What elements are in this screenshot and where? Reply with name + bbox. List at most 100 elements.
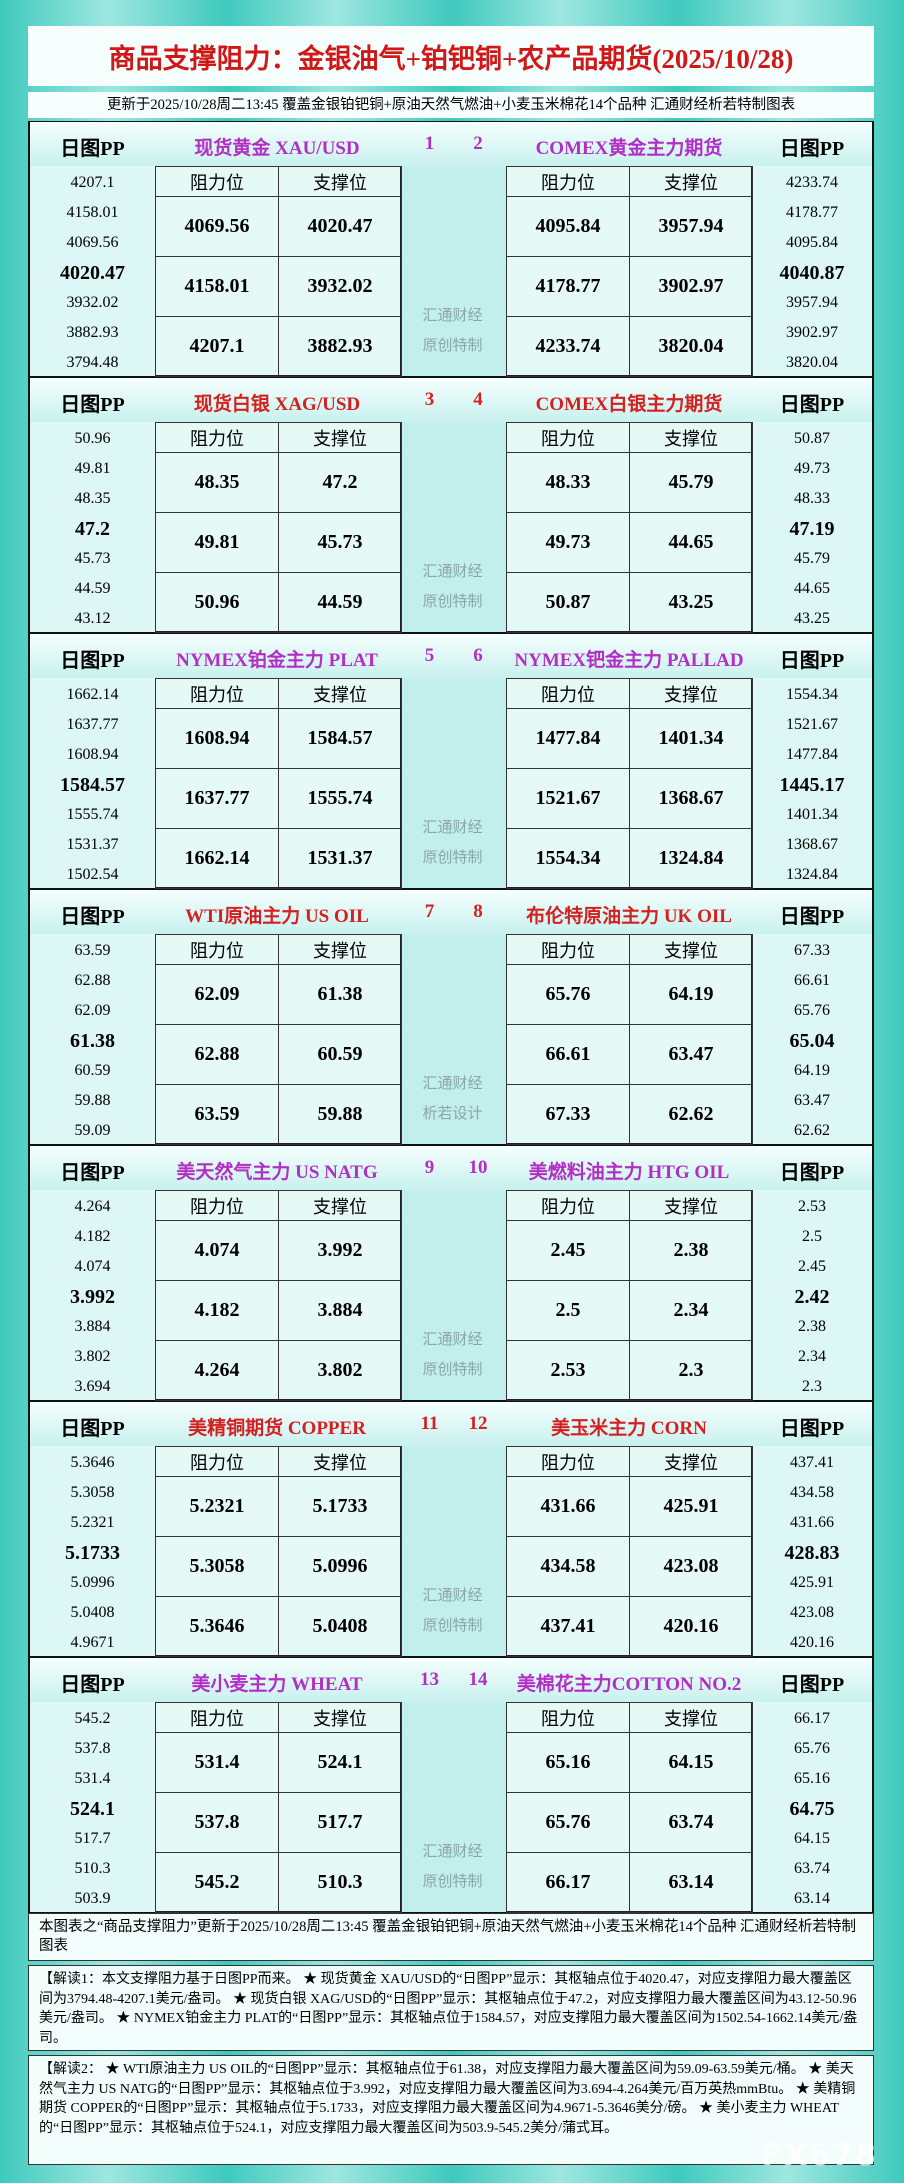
table-header: 阻力位 [506, 1190, 630, 1221]
level-value: 3.802 [278, 1340, 402, 1401]
table-header: 支撑位 [629, 1446, 753, 1477]
pp-value: 50.96 [74, 430, 111, 447]
pp-value: 420.16 [790, 1634, 834, 1651]
note: 【解读2： ★ WTI原油主力 US OIL的“日图PP”显示：其枢轴点位于61… [28, 2055, 874, 2165]
instrument-name: 美燃料油主力 HTG OIL [528, 1162, 730, 1183]
pp-value: 1324.84 [786, 866, 838, 883]
stamp-column [399, 934, 506, 1144]
instrument-block: 日图PP 美天然气主力 US NATG 9 4.264 4.182 4.074 3.992 3… [28, 1145, 874, 1401]
level-value: 44.59 [278, 572, 402, 633]
table-header: 支撑位 [278, 678, 402, 709]
pp-value: 65.04 [789, 1030, 835, 1052]
pp-value: 3.802 [74, 1348, 111, 1365]
stamp-text: 汇通财经 [422, 1076, 483, 1092]
stamp-column [399, 1190, 506, 1400]
instrument-number: 11 [420, 1413, 439, 1434]
pp-label: 日图PP [60, 394, 125, 416]
pp-value: 2.45 [798, 1258, 826, 1275]
pp-value: 2.42 [794, 1286, 830, 1308]
pp-value: 4069.56 [66, 234, 119, 251]
level-table: 阻力位 支撑位 4069.56 4020.47 4158.01 3932.02 4207.1… [155, 166, 402, 377]
level-value: 420.16 [629, 1596, 753, 1657]
pp-value: 60.59 [74, 1062, 111, 1079]
pp-value: 510.3 [74, 1860, 111, 1877]
level-table: 阻力位 支撑位 531.4 524.1 537.8 517.7 545.2 510.3 [155, 1702, 402, 1913]
level-value: 423.08 [629, 1536, 753, 1597]
pp-value: 531.4 [74, 1770, 111, 1787]
stamp-text: 原创特制 [422, 1874, 483, 1890]
pp-value: 1521.67 [786, 716, 838, 733]
level-value: 66.17 [506, 1852, 630, 1913]
instrument-number: 12 [468, 1413, 488, 1434]
stamp-column [399, 1702, 506, 1912]
level-value: 62.62 [629, 1084, 753, 1145]
level-value: 49.73 [506, 512, 630, 573]
level-value: 62.09 [155, 964, 279, 1025]
stamp-text: 汇通财经 [422, 1332, 483, 1348]
pp-value: 1637.77 [66, 716, 119, 733]
pp-label: 日图PP [779, 1674, 845, 1696]
pp-value: 66.61 [794, 972, 830, 989]
level-table: 阻力位 支撑位 5.2321 5.1733 5.3058 5.0996 5.3646 5.04… [155, 1446, 402, 1657]
table-header: 支撑位 [278, 934, 402, 965]
instrument-name: WTI原油主力 US OIL [185, 906, 369, 927]
pp-value: 3932.02 [66, 294, 119, 311]
pp-value: 524.1 [70, 1798, 115, 1820]
pp-value: 3882.93 [66, 324, 119, 341]
stamp-column [399, 1446, 506, 1656]
pp-value: 2.53 [798, 1198, 826, 1215]
level-value: 63.14 [629, 1852, 753, 1913]
pp-value: 428.83 [784, 1542, 840, 1564]
pp-value: 2.3 [802, 1378, 822, 1395]
pp-value: 59.09 [74, 1122, 111, 1139]
pp-value: 4158.01 [66, 204, 119, 221]
pp-value: 431.66 [790, 1514, 834, 1531]
table-header: 阻力位 [506, 1446, 630, 1477]
pp-value: 2.38 [798, 1318, 826, 1335]
level-value: 1608.94 [155, 708, 279, 769]
level-value: 3.884 [278, 1280, 402, 1341]
table-header: 支撑位 [278, 1190, 402, 1221]
footer-text: 本图表之“商品支撑阻力”更新于2025/10/28周二13:45 覆盖金银铂钯铜… [28, 1913, 874, 1961]
instrument-number: 9 [424, 1157, 435, 1178]
instrument-number: 10 [468, 1157, 488, 1178]
level-value: 44.65 [629, 512, 753, 573]
level-value: 59.88 [278, 1084, 402, 1145]
instrument-block: 日图PP WTI原油主力 US OIL 7 63.59 62.88 62.09 61.38 6… [28, 889, 874, 1145]
pp-value: 48.35 [74, 490, 111, 507]
pp-value: 63.74 [794, 1860, 830, 1877]
watermark: FX678 [761, 2138, 878, 2173]
block-header [30, 634, 872, 678]
pp-value: 4178.77 [786, 204, 838, 221]
level-value: 1477.84 [506, 708, 630, 769]
pp-value: 3.884 [74, 1318, 111, 1335]
pp-value: 47.2 [75, 518, 110, 540]
level-value: 63.74 [629, 1792, 753, 1853]
level-value: 5.2321 [155, 1476, 279, 1537]
table-header: 阻力位 [506, 422, 630, 453]
pp-value: 43.12 [74, 610, 111, 627]
level-value: 43.25 [629, 572, 753, 633]
table-header: 支撑位 [629, 934, 753, 965]
pp-value: 1401.34 [786, 806, 838, 823]
pp-value: 1531.37 [66, 836, 119, 853]
instrument-number: 3 [424, 389, 435, 410]
level-table: 阻力位 支撑位 48.33 45.79 49.73 44.65 50.87 43.25 [506, 422, 753, 633]
level-table: 阻力位 支撑位 65.76 64.19 66.61 63.47 67.33 62.62 [506, 934, 753, 1145]
level-value: 5.3646 [155, 1596, 279, 1657]
pp-value: 2.34 [798, 1348, 826, 1365]
pp-label: 日图PP [779, 138, 845, 160]
level-value: 65.76 [506, 964, 630, 1025]
pp-value: 5.3058 [70, 1484, 115, 1501]
pp-value: 64.75 [789, 1798, 835, 1820]
pp-value: 3820.04 [786, 354, 838, 371]
level-value: 5.3058 [155, 1536, 279, 1597]
stamp-column [399, 678, 506, 888]
level-value: 48.33 [506, 452, 630, 513]
level-value: 5.1733 [278, 1476, 402, 1537]
pp-value: 1445.17 [779, 774, 845, 796]
pp-value: 4020.47 [60, 262, 125, 284]
table-header: 支撑位 [278, 166, 402, 197]
table-header: 支撑位 [629, 166, 753, 197]
